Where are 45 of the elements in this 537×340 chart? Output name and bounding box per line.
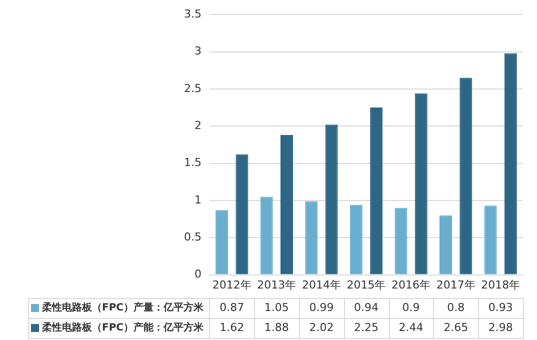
data-label: 2.02 [309, 320, 334, 334]
y-tick-label: 0.5 [184, 230, 202, 244]
x-tick-label: 2016年 [392, 278, 431, 292]
y-tick-label: 3.5 [184, 7, 202, 20]
x-tick-label: 2018年 [481, 278, 520, 292]
bar [325, 124, 338, 274]
data-label: 0.93 [488, 300, 513, 314]
bar [460, 78, 472, 274]
data-label: 2.65 [444, 320, 468, 334]
y-tick-label: 3 [194, 44, 202, 58]
x-tick-label: 2014年 [302, 278, 341, 292]
x-tick-label: 2012年 [212, 278, 252, 292]
bar [394, 208, 408, 274]
data-label: 0.94 [354, 300, 378, 314]
data-label: 1.62 [220, 320, 244, 334]
data-label: 1.05 [264, 300, 289, 314]
x-tick-label: 2013年 [257, 278, 296, 292]
x-tick-label: 2015年 [346, 278, 386, 292]
y-tick-label: 1 [194, 193, 202, 206]
bar [236, 154, 248, 274]
legend-label: 柔性电路板（FPC）产能：亿平方米 [41, 322, 204, 334]
bar [260, 196, 273, 274]
bar [280, 135, 293, 274]
y-tick-label: 2.5 [184, 82, 202, 95]
data-label: 2.44 [398, 320, 424, 334]
bar [439, 215, 452, 274]
legend-label: 柔性电路板（FPC）产量：亿平方米 [41, 302, 204, 314]
y-tick-label: 2 [194, 118, 202, 132]
data-label: 0.8 [447, 300, 465, 314]
data-label: 1.88 [264, 320, 289, 334]
bar [370, 108, 383, 274]
data-label: 2.25 [354, 320, 378, 334]
bar [504, 53, 517, 274]
bar [305, 201, 318, 274]
data-label: 0.9 [402, 300, 420, 314]
bar [414, 93, 428, 274]
y-tick-label: 0 [194, 268, 202, 281]
bar [216, 210, 228, 274]
data-label: 2.98 [488, 320, 513, 334]
y-tick-label: 1.5 [184, 156, 202, 170]
x-tick-label: 2017年 [436, 278, 476, 292]
data-label: 0.99 [309, 300, 334, 314]
data-label: 0.87 [220, 300, 244, 314]
bar [484, 206, 497, 274]
bar [350, 204, 362, 274]
